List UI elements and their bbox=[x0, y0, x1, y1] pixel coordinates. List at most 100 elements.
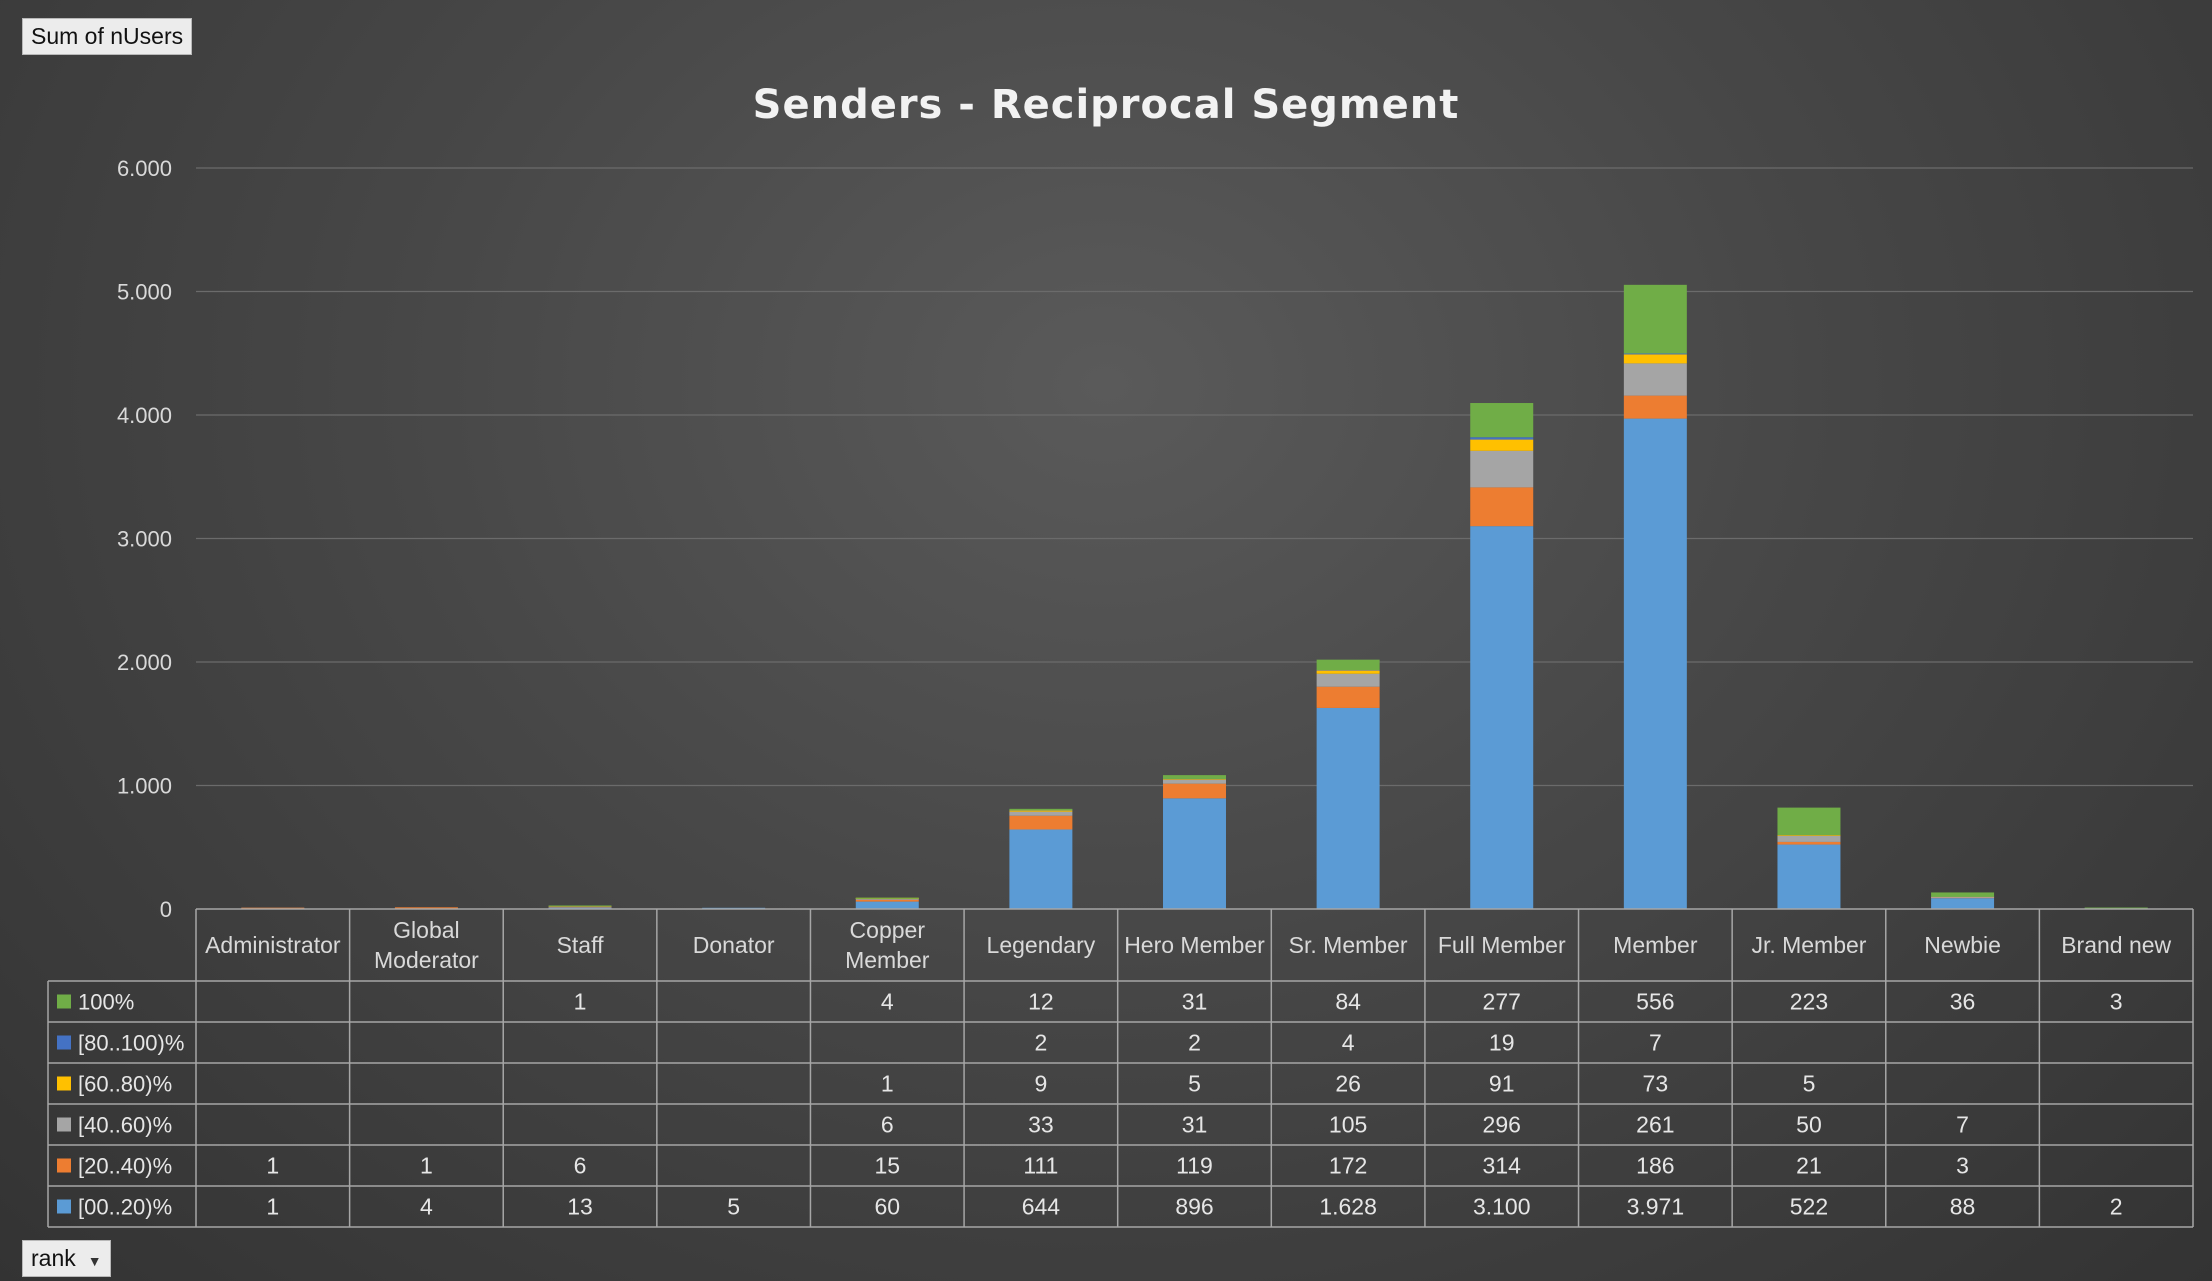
data-table-cell: 105 bbox=[1329, 1112, 1367, 1138]
bar-segment bbox=[1470, 487, 1534, 527]
data-table-cell: 556 bbox=[1636, 989, 1674, 1015]
bar-segment bbox=[1009, 829, 1073, 909]
y-tick-label: 4.000 bbox=[117, 403, 172, 428]
bar-segment bbox=[1777, 841, 1841, 845]
y-tick-label: 0 bbox=[160, 897, 172, 922]
data-table-cell: 6 bbox=[881, 1112, 894, 1138]
category-label: Member bbox=[845, 947, 930, 973]
data-table-cell: 60 bbox=[874, 1194, 900, 1220]
data-table-cell: 50 bbox=[1796, 1112, 1822, 1138]
data-table-cell: 2 bbox=[1034, 1030, 1047, 1056]
rank-field-button[interactable]: rank ▼ bbox=[22, 1240, 111, 1277]
category-label: Hero Member bbox=[1124, 932, 1265, 958]
data-table-cell: 4 bbox=[420, 1194, 433, 1220]
bar-segment bbox=[1777, 844, 1841, 909]
bar-segment bbox=[1623, 363, 1687, 396]
bar-segment bbox=[1777, 834, 1841, 836]
y-tick-label: 6.000 bbox=[117, 156, 172, 181]
data-table-cell: 31 bbox=[1182, 1112, 1208, 1138]
category-label: Moderator bbox=[374, 947, 479, 973]
data-table-cell: 9 bbox=[1034, 1071, 1047, 1097]
data-table-cell: 19 bbox=[1489, 1030, 1515, 1056]
bar-segment bbox=[548, 905, 612, 907]
legend-label: [80..100)% bbox=[78, 1031, 184, 1056]
bar-segment bbox=[1623, 418, 1687, 909]
data-table-cell: 277 bbox=[1483, 989, 1521, 1015]
bar-segment bbox=[1623, 284, 1687, 354]
data-table-cell: 186 bbox=[1636, 1153, 1674, 1179]
data-table-cell: 13 bbox=[567, 1194, 593, 1220]
data-table-cell: 4 bbox=[881, 989, 894, 1015]
bar-segment bbox=[1009, 810, 1073, 812]
data-table-cell: 3 bbox=[2110, 989, 2123, 1015]
bar-segment bbox=[548, 906, 612, 908]
data-table-cell: 3.971 bbox=[1627, 1194, 1685, 1220]
data-table-cell: 5 bbox=[1803, 1071, 1816, 1097]
bar-segment bbox=[1777, 807, 1841, 836]
category-label: Full Member bbox=[1438, 932, 1566, 958]
data-table-cell: 5 bbox=[727, 1194, 740, 1220]
data-table-cell: 26 bbox=[1335, 1071, 1361, 1097]
bar-segment bbox=[1470, 403, 1534, 438]
bar-segment bbox=[855, 898, 919, 900]
field-button-label: Sum of nUsers bbox=[31, 23, 184, 49]
data-table-cell: 91 bbox=[1489, 1071, 1515, 1097]
data-table-cell: 88 bbox=[1950, 1194, 1976, 1220]
data-table-cell: 896 bbox=[1175, 1194, 1213, 1220]
data-table-cell: 1.628 bbox=[1319, 1194, 1377, 1220]
data-table-cell: 36 bbox=[1950, 989, 1976, 1015]
sum-of-nusers-field-button[interactable]: Sum of nUsers bbox=[22, 18, 193, 55]
bar-segment bbox=[1009, 815, 1073, 830]
data-table-cell: 4 bbox=[1342, 1030, 1355, 1056]
data-table-cell: 111 bbox=[1023, 1153, 1058, 1179]
data-table-cell: 6 bbox=[574, 1153, 587, 1179]
legend-key bbox=[57, 1035, 71, 1050]
bar-segment bbox=[1470, 437, 1534, 440]
bar-segment bbox=[855, 901, 919, 909]
legend-key bbox=[57, 1076, 71, 1091]
bar-segment bbox=[1163, 775, 1226, 779]
legend-label: 100% bbox=[78, 990, 134, 1015]
bar-segment bbox=[394, 907, 458, 909]
data-table-cell: 1 bbox=[420, 1153, 433, 1179]
data-table-cell: 84 bbox=[1335, 989, 1361, 1015]
data-table-cell: 5 bbox=[1188, 1071, 1201, 1097]
y-tick-label: 5.000 bbox=[117, 280, 172, 305]
legend-label: [60..80)% bbox=[78, 1072, 172, 1097]
bar-segment bbox=[548, 907, 612, 909]
data-table-cell: 172 bbox=[1329, 1153, 1367, 1179]
bar-segment bbox=[1931, 898, 1995, 909]
bar-segment bbox=[1623, 353, 1687, 355]
legend-label: [00..20)% bbox=[78, 1195, 172, 1220]
data-table-cell: 33 bbox=[1028, 1112, 1054, 1138]
bar-segment bbox=[1316, 659, 1380, 671]
category-label: Staff bbox=[557, 932, 604, 958]
data-table-cell: 314 bbox=[1483, 1153, 1522, 1179]
bar-segment bbox=[1163, 779, 1226, 784]
legend-label: [20..40)% bbox=[78, 1154, 172, 1179]
bar-segment bbox=[855, 897, 919, 899]
data-table-cell: 15 bbox=[874, 1153, 900, 1179]
data-table-cell: 7 bbox=[1956, 1112, 1969, 1138]
bar-segment bbox=[1163, 778, 1226, 780]
field-button-label: rank bbox=[31, 1245, 76, 1271]
category-label: Jr. Member bbox=[1751, 932, 1866, 958]
bar-segment bbox=[2084, 907, 2148, 909]
data-table-cell: 73 bbox=[1643, 1071, 1669, 1097]
bar-segment bbox=[1931, 892, 1995, 897]
data-table-cell: 296 bbox=[1483, 1112, 1521, 1138]
legend-key bbox=[57, 1199, 71, 1214]
data-table-cell: 31 bbox=[1182, 989, 1208, 1015]
bar-segment bbox=[1163, 783, 1226, 799]
category-label: Newbie bbox=[1924, 932, 2001, 958]
y-tick-label: 3.000 bbox=[117, 527, 172, 552]
bar-segment bbox=[1163, 798, 1226, 909]
bar-segment bbox=[1470, 450, 1534, 488]
category-label: Global bbox=[393, 917, 459, 943]
bar-segment bbox=[1316, 686, 1380, 708]
category-label: Administrator bbox=[205, 932, 341, 958]
bar-segment bbox=[1623, 395, 1687, 419]
bar-segment bbox=[1623, 354, 1687, 364]
category-label: Donator bbox=[693, 932, 775, 958]
